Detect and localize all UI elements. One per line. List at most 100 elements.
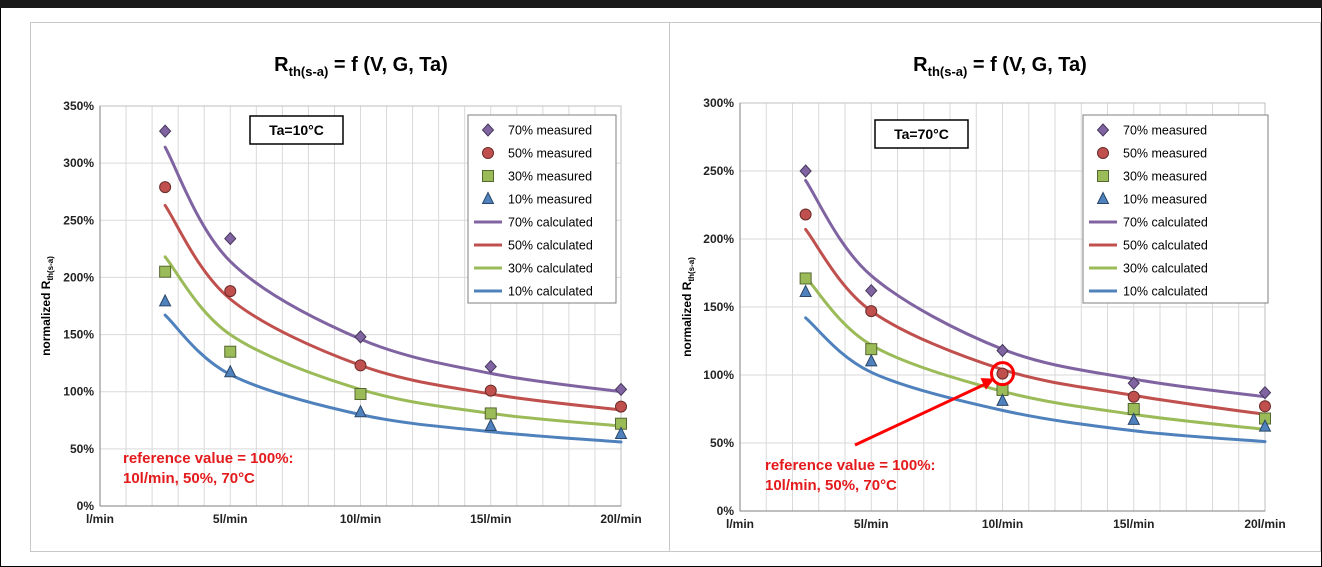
legend-entry: 30% measured <box>508 170 592 184</box>
data-point-70-measured <box>865 283 878 298</box>
chart-title-main: R <box>913 54 928 76</box>
legend: 70% measured 50% measured 30% measured 10% … <box>467 114 617 304</box>
annotation-line: reference value = 100%: <box>123 450 294 467</box>
data-point-70-measured <box>354 330 367 344</box>
chart-title-rest: = f (V, G, Ta) <box>967 54 1086 76</box>
y-axis-label: normalized Rth(s-a) <box>39 256 55 356</box>
data-point-10-measured <box>354 404 367 418</box>
chart-right: Rth(s-a) = f (V, G, Ta) 0% 50% 100% 150% 200%… <box>680 54 1286 531</box>
legend-entry: 10% measured <box>508 193 592 207</box>
legend-entry: 70% calculated <box>508 216 593 230</box>
chart-left: Rth(s-a) = f (V, G, Ta) 0% 50% 100% 150% 200%… <box>39 54 642 526</box>
data-point-10-measured <box>614 426 628 439</box>
condition-label: Ta=10°C <box>269 122 324 138</box>
x-tick-label: 10l/min <box>982 517 1023 531</box>
legend-box <box>1082 114 1269 304</box>
chart-title-rest: = f (V, G, Ta) <box>328 54 447 76</box>
data-point-30-measured <box>354 388 367 400</box>
data-point-10-measured <box>1127 412 1141 425</box>
chart-title-main: R <box>274 54 289 76</box>
data-point-30-measured <box>484 407 497 420</box>
annotation-line: 10l/min, 50%, 70°C <box>123 470 255 487</box>
data-point-70-measured <box>484 359 497 374</box>
x-tick-label: 15l/min <box>1113 517 1154 531</box>
y-tick-label: 300% <box>703 96 734 110</box>
legend-marker <box>482 170 494 182</box>
legend-entry: 10% measured <box>1123 193 1207 207</box>
y-tick-label: 100% <box>63 385 94 399</box>
condition-box <box>874 119 969 149</box>
data-point-50-measured <box>615 400 627 413</box>
data-point-50-measured <box>996 367 1009 380</box>
legend-marker <box>481 123 495 137</box>
y-tick-label: 100% <box>703 368 734 382</box>
data-point-70-measured <box>996 343 1009 358</box>
y-tick-label: 200% <box>63 270 94 284</box>
annotation-line: reference value = 100%: <box>765 457 936 474</box>
legend-marker <box>1097 147 1109 159</box>
legend-marker <box>1096 191 1110 204</box>
data-point-10-measured <box>996 393 1009 406</box>
chart-title: Rth(s-a) = f (V, G, Ta) <box>913 54 1087 79</box>
data-point-10-measured <box>864 353 878 367</box>
y-tick-label: 0% <box>77 499 95 513</box>
legend-entry: 50% calculated <box>508 239 593 253</box>
y-axis-label-main: normalized R <box>39 280 53 356</box>
x-tick-label: l/min <box>86 512 114 526</box>
y-axis-label: normalized Rth(s-a) <box>680 257 696 357</box>
x-tick-label: 20l/min <box>1244 517 1285 531</box>
data-point-50-measured <box>224 285 237 298</box>
condition-label: Ta=70°C <box>894 126 949 142</box>
y-tick-label: 150% <box>63 328 94 342</box>
data-point-50-measured <box>159 181 172 194</box>
legend-marker <box>482 147 494 159</box>
data-point-10-measured <box>484 418 498 431</box>
legend-entry: 70% calculated <box>1123 216 1208 230</box>
legend-entry: 30% calculated <box>1123 262 1208 276</box>
legend-entry: 30% measured <box>1123 170 1207 184</box>
x-tick-label: 5l/min <box>213 512 248 526</box>
chart-panel-left: Rth(s-a) = f (V, G, Ta) 0% 50% 100% 150% 200%… <box>30 22 682 552</box>
y-tick-label: 200% <box>703 232 734 246</box>
chart-title-subscript: th(s-a) <box>289 64 329 79</box>
data-point-50-measured <box>1127 390 1140 403</box>
legend-entry: 50% calculated <box>1123 239 1208 253</box>
legend-entry: 50% measured <box>1123 147 1207 161</box>
y-tick-label: 50% <box>70 442 94 456</box>
reference-annotation: reference value = 100%: 10l/min, 50%, 70°… <box>123 450 294 487</box>
data-point-70-measured <box>614 382 628 397</box>
legend: 70% measured 50% measured 30% measured 10% … <box>1082 114 1269 304</box>
legend-entry: 10% calculated <box>508 285 593 299</box>
reference-arrow-head <box>980 378 995 390</box>
data-point-30-measured <box>865 343 878 356</box>
legend-entry: 50% measured <box>508 147 592 161</box>
y-tick-label: 50% <box>710 436 734 450</box>
reference-arrow-shaft <box>854 380 992 447</box>
data-point-30-measured <box>799 272 812 285</box>
data-point-50-measured <box>799 208 812 221</box>
data-point-30-measured <box>224 345 237 358</box>
legend-entry: 30% calculated <box>508 262 593 276</box>
measured-points <box>799 164 1272 432</box>
data-point-70-measured <box>1258 385 1272 400</box>
data-point-10-measured <box>799 284 812 298</box>
x-tick-label: 5l/min <box>854 517 889 531</box>
chart-title-subscript: th(s-a) <box>928 64 968 79</box>
reference-annotation: reference value = 100%: 10l/min, 50%, 70°… <box>765 457 936 494</box>
chart-title: Rth(s-a) = f (V, G, Ta) <box>274 54 448 79</box>
condition-box <box>249 115 344 145</box>
x-tick-label: l/min <box>726 517 754 531</box>
data-point-70-measured <box>799 164 812 178</box>
y-axis-label-subscript: th(s-a) <box>687 257 696 282</box>
data-point-30-measured <box>159 265 172 278</box>
y-axis-label-main: normalized R <box>680 281 694 357</box>
data-point-70-measured <box>158 124 172 138</box>
data-point-10-measured <box>1258 419 1272 432</box>
x-tick-label: 20l/min <box>600 512 641 526</box>
reference-highlight-circle <box>990 361 1015 387</box>
data-point-50-measured <box>484 384 497 397</box>
legend-entry: 10% calculated <box>1123 285 1208 299</box>
data-point-10-measured <box>223 364 237 378</box>
data-point-10-measured <box>158 293 172 307</box>
x-tick-label: 15l/min <box>470 512 511 526</box>
